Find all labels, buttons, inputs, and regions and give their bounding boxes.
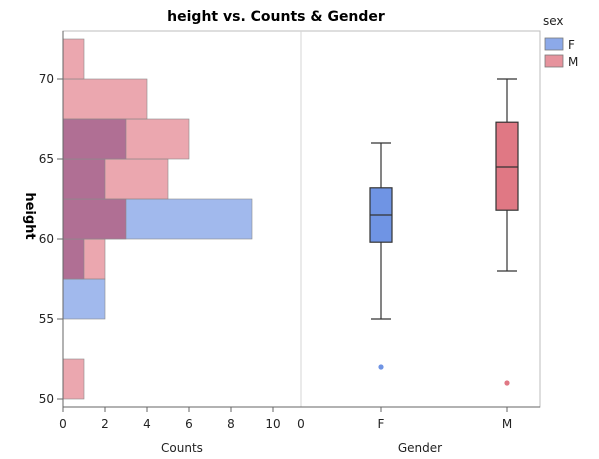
histogram-bar-m-8 bbox=[62, 38, 85, 80]
legend-label-f[interactable]: F bbox=[568, 38, 575, 52]
histogram-x-tick-label-2: 2 bbox=[101, 417, 109, 431]
histogram-bar-overlap-6 bbox=[62, 118, 127, 160]
histogram-bar-f-2 bbox=[62, 278, 106, 320]
boxplot-box-m bbox=[495, 121, 519, 211]
histogram-x-tick-label-8: 8 bbox=[227, 417, 235, 431]
histogram-bar-overlap-3 bbox=[62, 238, 85, 280]
legend-title: sex bbox=[543, 14, 564, 28]
boxplot-x-tick-label-f: F bbox=[378, 417, 385, 431]
y-axis-label: height bbox=[22, 192, 37, 239]
legend: FM bbox=[544, 37, 578, 69]
histogram-panel bbox=[62, 38, 253, 400]
y-tick-label-50: 50 bbox=[39, 392, 54, 406]
y-tick-label-70: 70 bbox=[39, 72, 54, 86]
histogram-x-tick-label-10: 10 bbox=[265, 417, 280, 431]
boxplot-x-tick-label-m: M bbox=[502, 417, 512, 431]
y-tick-label-60: 60 bbox=[39, 232, 54, 246]
legend-swatch-m[interactable] bbox=[544, 54, 564, 68]
legend-swatch-f[interactable] bbox=[544, 37, 564, 51]
boxplot-x-tick-label-left: 0 bbox=[297, 417, 305, 431]
histogram-bar-m-0 bbox=[62, 358, 85, 400]
axes: 50 55 60 65 70 0 2 4 6 8 10 0 F M bbox=[39, 30, 541, 431]
histogram-x-tick-label-6: 6 bbox=[185, 417, 193, 431]
y-tick-label-55: 55 bbox=[39, 312, 54, 326]
boxplot-x-axis-label: Gender bbox=[398, 441, 442, 455]
histogram-x-tick-label-0: 0 bbox=[59, 417, 67, 431]
histogram-bar-overlap-4 bbox=[62, 198, 127, 240]
y-tick-label-65: 65 bbox=[39, 152, 54, 166]
histogram-bar-m-7 bbox=[62, 78, 148, 120]
histogram-bar-overlap-5 bbox=[62, 158, 106, 200]
boxplot-outlier-m-0 bbox=[504, 380, 510, 386]
boxplot-outlier-f-0 bbox=[378, 364, 384, 370]
histogram-x-tick-label-4: 4 bbox=[143, 417, 151, 431]
chart-title: height vs. Counts & Gender bbox=[167, 9, 385, 25]
boxplot-panel bbox=[369, 78, 519, 386]
legend-label-m[interactable]: M bbox=[568, 55, 578, 69]
histogram-x-axis-label: Counts bbox=[161, 441, 203, 455]
